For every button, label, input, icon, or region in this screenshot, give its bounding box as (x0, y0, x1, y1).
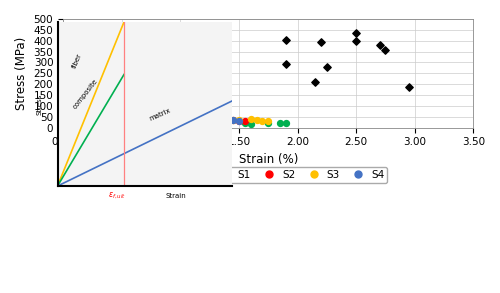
Point (382, 48, 390, 53)
Point (200, 119, 207, 123)
Text: Strain: Strain (166, 193, 187, 199)
Point (352, 39, 360, 43)
Text: composite: composite (72, 78, 99, 110)
Point (323, 65, 331, 70)
Point (258, 118, 266, 123)
Y-axis label: Stress (MPa): Stress (MPa) (15, 37, 28, 110)
Text: matrix: matrix (148, 107, 172, 121)
Point (212, 119, 220, 123)
Text: fiber: fiber (72, 52, 84, 69)
Point (229, 117, 237, 122)
Point (241, 121, 249, 126)
Point (188, 120, 196, 125)
Point (223, 118, 231, 123)
Point (229, 117, 237, 122)
Point (218, 116, 226, 121)
Point (252, 117, 260, 122)
Point (282, 121, 290, 126)
Point (194, 120, 202, 125)
X-axis label: Strain (%): Strain (%) (238, 153, 298, 166)
Point (223, 117, 231, 121)
Point (206, 119, 214, 123)
Text: $\varepsilon_{f,ult}$: $\varepsilon_{f,ult}$ (108, 191, 126, 201)
Point (235, 119, 243, 123)
Point (264, 119, 272, 123)
Point (218, 118, 226, 123)
Point (206, 119, 214, 123)
Point (276, 120, 284, 125)
Point (188, 120, 196, 125)
Point (182, 120, 190, 125)
Point (241, 119, 249, 124)
Point (235, 118, 243, 123)
Point (376, 42, 384, 47)
Point (94, 119, 102, 124)
Point (282, 38, 290, 42)
Point (246, 117, 254, 122)
Point (246, 121, 254, 126)
Point (229, 117, 237, 122)
Point (282, 61, 290, 66)
Point (317, 40, 325, 44)
Point (235, 119, 243, 123)
Point (264, 120, 272, 125)
Point (405, 85, 413, 90)
Text: Stress: Stress (37, 93, 43, 115)
Point (212, 117, 220, 122)
Point (311, 80, 319, 84)
Legend: Fibers, S1, S2, S3, S4: Fibers, S1, S2, S3, S4 (149, 167, 388, 183)
Point (352, 31, 360, 35)
Point (200, 119, 207, 124)
